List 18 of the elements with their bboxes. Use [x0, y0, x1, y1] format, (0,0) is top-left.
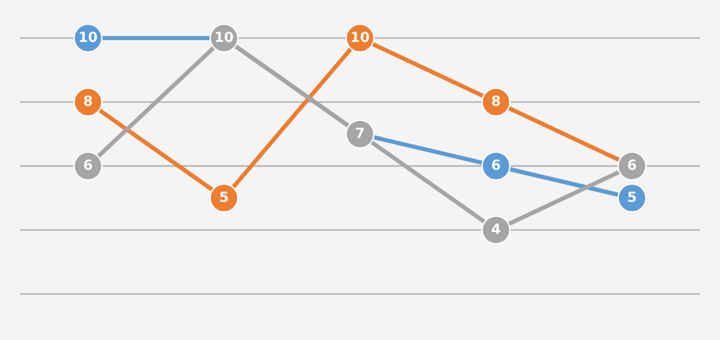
- data-label: 8: [492, 96, 500, 106]
- data-label: 5: [628, 192, 636, 202]
- point: [617, 183, 647, 213]
- data-label: 4: [492, 224, 500, 234]
- point: [209, 183, 239, 213]
- data-label: 7: [356, 128, 364, 138]
- data-label: 5: [220, 192, 228, 202]
- point: [73, 151, 103, 181]
- data-label: 6: [628, 160, 636, 170]
- point: [73, 87, 103, 117]
- data-label: 6: [84, 160, 92, 170]
- data-label: 10: [352, 32, 369, 42]
- data-label: 8: [84, 96, 92, 106]
- point: [481, 87, 511, 117]
- point: [481, 151, 511, 181]
- data-label: 10: [216, 32, 233, 42]
- data-label: 6: [492, 160, 500, 170]
- data-label: 10: [80, 32, 97, 42]
